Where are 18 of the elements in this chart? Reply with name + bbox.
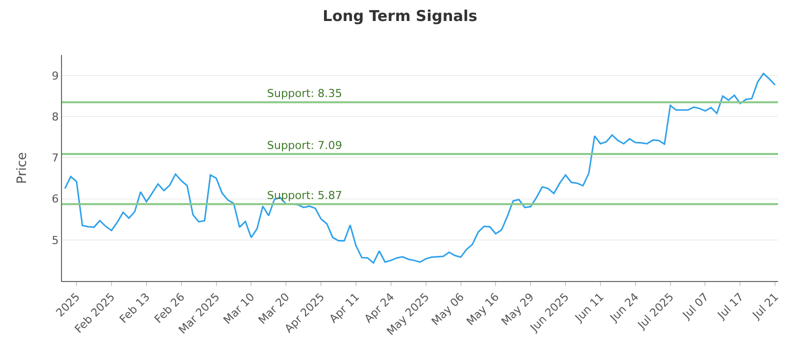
line-series	[64, 72, 776, 264]
y-tick-label: 6	[52, 192, 59, 206]
chart-title: Long Term Signals	[322, 7, 478, 25]
ref-line-label: Support: 7.09	[267, 139, 342, 152]
x-tick-label: Mar 10	[220, 290, 258, 327]
y-axis-title: Price	[15, 152, 30, 184]
y-tick-label: 5	[52, 234, 59, 247]
y-tick-label: 8	[52, 110, 59, 124]
x-tick-label: Jul 07	[680, 290, 712, 322]
ref-line-label: Support: 8.35	[267, 87, 342, 100]
x-tick-label: Jun 11	[572, 290, 606, 325]
x-tick-label: Apr 11	[326, 290, 362, 326]
x-tick-label: Feb 13	[117, 290, 152, 326]
x-tick-label: Jul 21	[749, 290, 782, 322]
y-tick-label: 7	[52, 152, 59, 165]
ref-line-label: Support: 5.87	[267, 189, 342, 202]
x-tick-label: Jul 17	[714, 290, 746, 322]
y-tick-label: 9	[52, 69, 59, 82]
